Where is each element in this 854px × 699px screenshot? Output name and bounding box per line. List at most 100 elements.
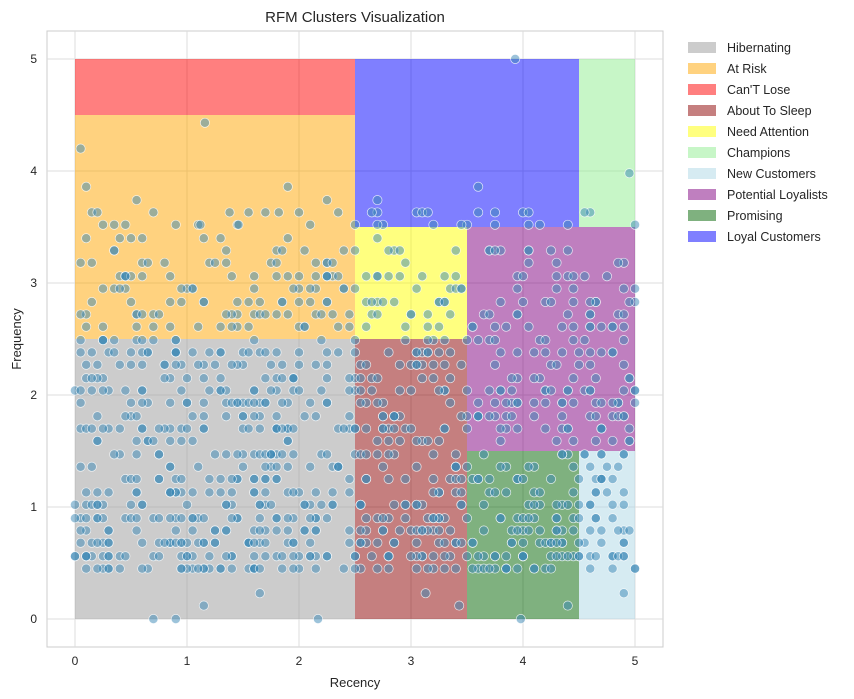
data-point [574,474,584,484]
data-point [568,283,579,294]
data-point [445,347,456,358]
data-point [568,461,579,472]
data-point [596,537,607,548]
data-point [176,283,187,294]
y-tick-label: 5 [30,52,37,66]
data-point [450,245,461,256]
data-point [215,487,226,498]
data-point [366,551,377,562]
data-point [372,219,383,230]
data-point [154,309,164,320]
data-point [243,423,254,434]
data-point [204,347,215,358]
data-point [372,397,383,408]
data-point [411,499,422,510]
data-point [154,449,164,460]
y-axis-ticks: 0 1 2 3 4 5 [30,52,37,626]
data-point [490,335,500,346]
data-point [98,283,108,294]
data-point [81,551,92,562]
data-point [98,219,108,230]
data-point [75,143,86,154]
data-point [551,435,562,446]
data-point [422,309,433,320]
data-point [378,513,388,524]
data-point [585,499,596,510]
data-point [445,525,456,536]
data-point [546,297,556,307]
data-point [142,257,153,268]
data-point [271,347,282,358]
data-point [232,397,243,408]
data-point [473,411,484,422]
data-point [249,271,260,282]
data-point [372,195,383,206]
data-point [562,551,573,562]
data-point [417,373,428,384]
legend-swatch [688,126,716,137]
data-point [260,474,271,484]
data-point [226,513,237,524]
data-point [316,385,327,396]
data-point [350,347,360,358]
data-point [506,411,517,422]
data-point [299,245,310,256]
data-point [299,411,310,422]
data-point [75,525,86,536]
data-point [428,373,439,384]
data-point [86,257,97,268]
data-point [159,257,170,268]
data-point [389,499,400,510]
data-point [114,283,125,294]
data-point [456,487,467,498]
data-point [288,373,299,384]
data-point [506,385,517,396]
data-point [154,474,164,484]
x-tick-label: 2 [296,654,303,668]
data-point [624,373,635,384]
data-point [456,411,467,422]
data-point [305,537,316,548]
data-point [372,449,383,460]
data-point [92,563,103,574]
data-point [607,321,618,332]
data-point [148,435,159,446]
data-point [215,373,226,384]
data-point [137,397,148,408]
data-point [120,385,131,396]
x-tick-label: 0 [72,654,79,668]
data-point [204,551,215,562]
data-point [512,347,523,358]
data-point [484,385,495,396]
data-point [428,474,439,484]
data-point [350,423,360,434]
data-point [322,347,332,358]
data-point [75,309,86,320]
data-point [462,335,472,346]
data-point [490,551,500,562]
data-point [456,474,467,484]
data-point [518,297,528,307]
data-point [562,423,573,434]
data-point [305,283,316,294]
data-point [187,283,198,294]
data-point [630,219,640,230]
data-point [86,347,97,358]
data-point [478,449,489,460]
data-point [282,271,293,282]
data-point [378,423,388,434]
data-point [568,525,579,536]
data-point [372,271,383,282]
data-point [529,347,540,358]
data-point [596,423,607,434]
data-point [249,474,260,484]
data-point [199,117,210,128]
data-point [551,257,562,268]
data-point [596,474,607,484]
data-point [210,449,220,460]
data-point [372,309,383,320]
data-point [126,347,136,358]
data-point [590,373,601,384]
data-point [120,551,131,562]
data-point [282,233,293,244]
